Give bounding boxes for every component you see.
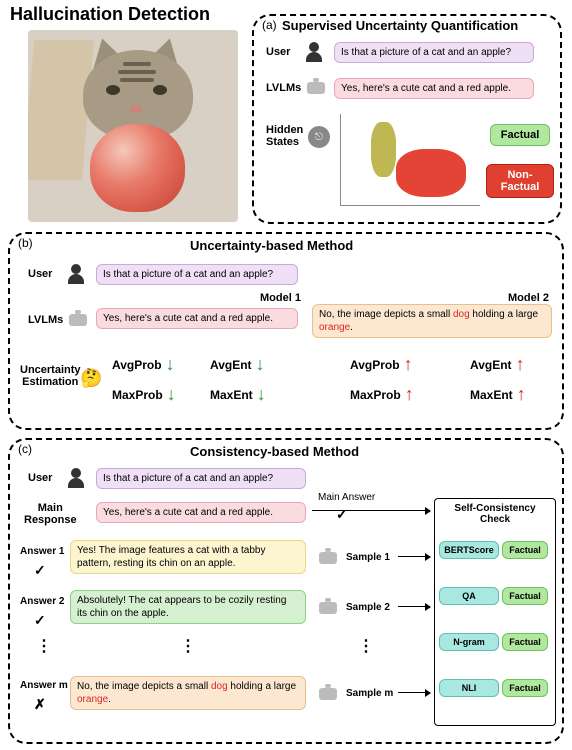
main-answer-tag: Main Answer [318, 492, 375, 503]
badge-nonfactual: Non-Factual [486, 164, 554, 198]
metric-avgent-1: AvgEnt↓ [210, 354, 265, 375]
model2-bubble: No, the image depicts a small dog holdin… [312, 304, 552, 338]
answerm-bubble: No, the image depicts a small dog holdin… [70, 676, 306, 710]
check-method: N-gram [439, 633, 499, 651]
page-title: Hallucination Detection [10, 4, 210, 25]
user-bubble-b: Is that a picture of a cat and an apple? [96, 264, 298, 285]
badge-factual: Factual [490, 124, 550, 146]
hidden-states-icon: ⎋ [308, 126, 330, 148]
metric-avgprob-2: AvgProb↑ [350, 354, 413, 375]
check-title: Self-Consistency Check [435, 499, 555, 529]
label-lvlms: LVLMs [266, 82, 301, 94]
model1-label: Model 1 [260, 292, 301, 304]
check-icon: ✓ [336, 506, 348, 523]
check-icon: ✓ [34, 562, 46, 579]
arrow-icon [398, 692, 430, 693]
metric-maxent-2: MaxEnt↑ [470, 384, 526, 405]
check-result: Factual [502, 679, 548, 697]
metric-maxent-1: MaxEnt↓ [210, 384, 266, 405]
panel-b-title: Uncertainty-based Method [190, 238, 353, 253]
sample1-label: Sample 1 [346, 552, 390, 563]
robot-icon [66, 310, 90, 333]
sample2-label: Sample 2 [346, 602, 390, 613]
metric-maxprob-1: MaxProb↓ [112, 384, 176, 405]
check-method: BERTScore [439, 541, 499, 559]
answerm-label: Answer m [20, 680, 68, 691]
metric-avgprob-1: AvgProb↓ [112, 354, 175, 375]
user-icon [304, 42, 324, 65]
check-method: NLI [439, 679, 499, 697]
label-lvlms-b: LVLMs [28, 314, 63, 326]
cat-apple-image [28, 30, 238, 222]
panel-a: (a) Supervised Uncertainty Quantificatio… [252, 14, 562, 224]
ellipsis-icon: ⋮ [180, 636, 198, 656]
panel-b: (b) Uncertainty-based Method User Is tha… [8, 232, 564, 430]
consistency-check-box: Self-Consistency Check BERTScore Factual… [434, 498, 556, 726]
check-result: Factual [502, 587, 548, 605]
user-bubble-a: Is that a picture of a cat and an apple? [334, 42, 534, 63]
user-icon [66, 468, 86, 491]
metric-avgent-2: AvgEnt↑ [470, 354, 525, 375]
x-icon: ✗ [34, 696, 46, 713]
ellipsis-icon: ⋮ [36, 636, 54, 656]
answer2-label: Answer 2 [20, 596, 64, 607]
check-method: QA [439, 587, 499, 605]
robot-icon [316, 598, 340, 621]
user-icon [66, 264, 86, 287]
metric-maxprob-2: MaxProb↑ [350, 384, 414, 405]
arrow-icon [398, 556, 430, 557]
check-result: Factual [502, 541, 548, 559]
check-result: Factual [502, 633, 548, 651]
model2-label: Model 2 [508, 292, 549, 304]
panel-b-label: (b) [18, 236, 33, 250]
check-icon: ✓ [34, 612, 46, 629]
answer2-bubble: Absolutely! The cat appears to be cozily… [70, 590, 306, 624]
samplem-label: Sample m [346, 688, 393, 699]
label-main-response: Main Response [24, 502, 77, 526]
main-response-bubble: Yes, here's a cute cat and a red apple. [96, 502, 306, 523]
lvlm-bubble-a: Yes, here's a cute cat and a red apple. [334, 78, 534, 99]
user-bubble-c: Is that a picture of a cat and an apple? [96, 468, 306, 489]
label-hidden: Hidden States [266, 124, 303, 148]
panel-c-title: Consistency-based Method [190, 444, 359, 459]
question-icon: 🤔 [80, 368, 102, 389]
label-user-b: User [28, 268, 52, 280]
panel-c: (c) Consistency-based Method User Is tha… [8, 438, 564, 744]
panel-a-title: Supervised Uncertainty Quantification [282, 18, 518, 33]
ellipsis-icon: ⋮ [358, 636, 376, 656]
answer1-label: Answer 1 [20, 546, 64, 557]
robot-icon [304, 78, 328, 101]
label-uncertainty: Uncertainty Estimation [20, 364, 81, 388]
robot-icon [316, 548, 340, 571]
label-user-c: User [28, 472, 52, 484]
arrow-icon [398, 606, 430, 607]
panel-c-label: (c) [18, 442, 32, 456]
model1-bubble: Yes, here's a cute cat and a red apple. [96, 308, 298, 329]
arrow-main [312, 510, 430, 511]
scatter-plot [340, 114, 480, 206]
answer1-bubble: Yes! The image features a cat with a tab… [70, 540, 306, 574]
panel-a-label: (a) [262, 18, 277, 32]
robot-icon [316, 684, 340, 707]
label-user: User [266, 46, 290, 58]
